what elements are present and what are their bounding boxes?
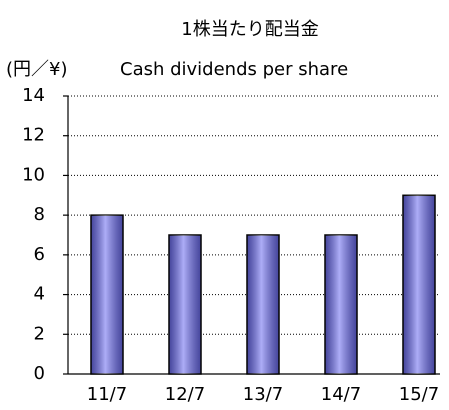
chart-title: 1株当たり配当金	[181, 19, 318, 40]
y-axis-label: Cash dividends per share	[120, 59, 348, 80]
x-tick-label: 13/7	[243, 384, 283, 405]
bar-shine	[403, 195, 435, 374]
x-tick-label: 12/7	[165, 384, 205, 405]
y-tick-label: 8	[34, 204, 45, 225]
bar-shine	[91, 215, 123, 374]
bar-shine	[169, 235, 201, 374]
bar-shine	[247, 235, 279, 374]
y-tick-label: 14	[22, 85, 45, 106]
y-tick-label: 10	[22, 164, 45, 185]
y-tick-label: 2	[34, 323, 45, 344]
y-tick-label: 4	[34, 284, 45, 305]
x-tick-label: 15/7	[399, 384, 439, 405]
x-tick-label: 14/7	[321, 384, 361, 405]
y-tick-label: 0	[34, 363, 45, 384]
bar-shine	[325, 235, 357, 374]
unit-label: (円／¥)	[6, 59, 68, 80]
y-tick-label: 12	[22, 125, 45, 146]
x-tick-label: 11/7	[87, 384, 127, 405]
y-tick-label: 6	[34, 244, 45, 265]
